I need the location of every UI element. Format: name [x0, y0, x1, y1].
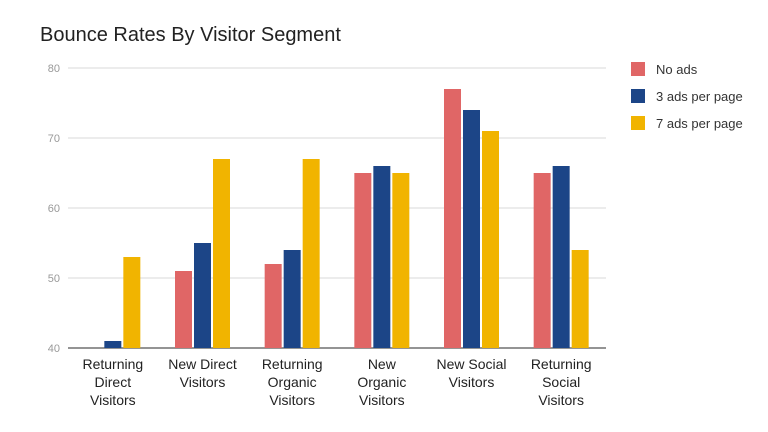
y-tick-label: 80 — [48, 63, 60, 75]
y-tick-label: 50 — [48, 273, 60, 285]
bar-7-ads-per-page[interactable] — [392, 173, 410, 348]
legend-swatch — [631, 89, 645, 103]
x-tick-label-line: Organic — [268, 374, 317, 390]
x-tick-label: Returning Social Visitors — [531, 356, 592, 408]
x-tick-label-line: Social — [542, 374, 580, 390]
x-tick-label: Returning Direct Visitors — [82, 356, 143, 408]
bar-7-ads-per-page[interactable] — [482, 131, 499, 348]
bar-no-ads[interactable] — [444, 89, 461, 348]
bar-no-ads[interactable] — [264, 264, 282, 348]
x-tick-label-line: Direct — [95, 374, 132, 390]
legend-label[interactable]: 7 ads per page — [656, 116, 743, 131]
legend: No ads 3 ads per page 7 ads per page — [631, 62, 743, 131]
legend-label[interactable]: 3 ads per page — [656, 89, 743, 104]
x-tick-label-line: New Social — [436, 356, 506, 372]
x-tick-label-line: Returning — [531, 356, 592, 372]
bar-3-ads-per-page[interactable] — [104, 341, 122, 348]
legend-swatch — [631, 62, 645, 76]
bar-7-ads-per-page[interactable] — [302, 159, 320, 348]
x-tick-label-line: Visitors — [269, 392, 315, 408]
x-tick-label: New Organic Visitors — [357, 356, 406, 408]
bar-3-ads-per-page[interactable] — [194, 243, 211, 348]
bar-7-ads-per-page[interactable] — [213, 159, 230, 348]
x-tick-label: Returning Organic Visitors — [262, 356, 323, 408]
x-tick-label-line: Visitors — [90, 392, 136, 408]
bar-7-ads-per-page[interactable] — [571, 250, 589, 348]
legend-swatch — [631, 116, 645, 130]
bar-3-ads-per-page[interactable] — [552, 166, 570, 348]
legend-label[interactable]: No ads — [656, 62, 698, 77]
bar-no-ads[interactable] — [175, 271, 192, 348]
x-tick-label: New Direct Visitors — [168, 356, 237, 390]
x-tick-label-line: Organic — [357, 374, 406, 390]
gridlines — [68, 67, 606, 349]
x-axis-labels: Returning Direct Visitors New Direct Visitor… — [82, 356, 591, 408]
x-tick-label-line: Visitors — [538, 392, 584, 408]
y-axis-ticks: 40 50 60 70 80 — [48, 63, 60, 355]
x-tick-label-line: Visitors — [180, 374, 226, 390]
bar-7-ads-per-page[interactable] — [123, 257, 141, 348]
x-tick-label-line: New Direct — [168, 356, 237, 372]
bar-3-ads-per-page[interactable] — [463, 110, 480, 348]
x-tick-label-line: Returning — [262, 356, 323, 372]
bar-no-ads[interactable] — [354, 173, 372, 348]
x-tick-label-line: Visitors — [359, 392, 405, 408]
x-tick-label: New Social Visitors — [436, 356, 506, 390]
bar-3-ads-per-page[interactable] — [373, 166, 391, 348]
x-tick-label-line: Visitors — [449, 374, 495, 390]
y-tick-label: 60 — [48, 203, 60, 215]
chart-title: Bounce Rates By Visitor Segment — [40, 24, 341, 46]
y-tick-label: 70 — [48, 133, 60, 145]
y-tick-label: 40 — [48, 343, 60, 355]
bars — [104, 89, 589, 348]
x-tick-label-line: New — [368, 356, 397, 372]
x-tick-label-line: Returning — [82, 356, 143, 372]
bar-no-ads[interactable] — [533, 173, 551, 348]
bar-3-ads-per-page[interactable] — [283, 250, 301, 348]
